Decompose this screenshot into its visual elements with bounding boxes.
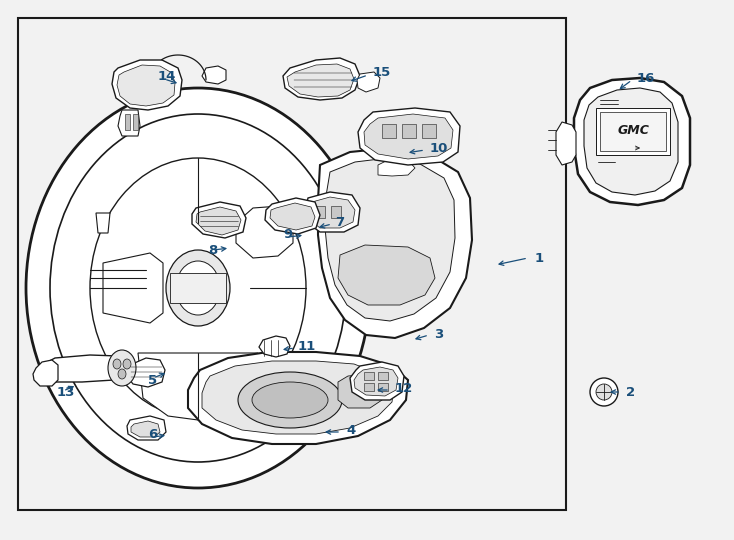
Ellipse shape xyxy=(252,382,328,418)
Polygon shape xyxy=(96,213,110,233)
Polygon shape xyxy=(38,355,132,382)
Polygon shape xyxy=(118,110,140,136)
Polygon shape xyxy=(309,197,355,228)
Polygon shape xyxy=(265,198,320,234)
Text: 7: 7 xyxy=(335,215,344,228)
Text: 11: 11 xyxy=(298,340,316,353)
Text: 5: 5 xyxy=(148,374,157,387)
Text: 4: 4 xyxy=(346,423,355,436)
Polygon shape xyxy=(574,78,690,205)
Polygon shape xyxy=(378,158,415,176)
Text: GMC: GMC xyxy=(617,125,649,138)
Polygon shape xyxy=(402,124,416,138)
Polygon shape xyxy=(378,383,388,391)
Polygon shape xyxy=(331,206,341,218)
Polygon shape xyxy=(382,124,396,138)
Text: 2: 2 xyxy=(626,386,635,399)
Ellipse shape xyxy=(90,158,306,418)
Polygon shape xyxy=(236,206,293,258)
Polygon shape xyxy=(131,421,160,437)
Text: 9: 9 xyxy=(283,228,292,241)
Polygon shape xyxy=(127,416,166,440)
Text: 6: 6 xyxy=(148,429,157,442)
Polygon shape xyxy=(350,362,404,400)
Polygon shape xyxy=(103,253,163,323)
Ellipse shape xyxy=(118,369,126,379)
Polygon shape xyxy=(170,273,226,303)
Bar xyxy=(18,18,566,510)
Text: 10: 10 xyxy=(430,141,448,154)
Ellipse shape xyxy=(590,378,618,406)
Text: 15: 15 xyxy=(373,66,391,79)
Ellipse shape xyxy=(113,359,121,369)
Polygon shape xyxy=(192,202,246,238)
Polygon shape xyxy=(378,372,388,380)
Text: 16: 16 xyxy=(637,71,655,84)
Polygon shape xyxy=(188,352,408,444)
Polygon shape xyxy=(556,122,576,165)
Polygon shape xyxy=(33,360,58,386)
Polygon shape xyxy=(305,192,360,232)
Text: 14: 14 xyxy=(158,71,176,84)
Ellipse shape xyxy=(176,261,220,315)
Polygon shape xyxy=(338,374,382,408)
Ellipse shape xyxy=(238,372,342,428)
Ellipse shape xyxy=(123,359,131,369)
Polygon shape xyxy=(338,245,435,305)
Polygon shape xyxy=(318,148,472,338)
Polygon shape xyxy=(259,336,290,357)
Polygon shape xyxy=(202,361,394,434)
Ellipse shape xyxy=(50,114,346,462)
Ellipse shape xyxy=(596,384,612,400)
Polygon shape xyxy=(596,108,670,155)
Polygon shape xyxy=(133,114,138,130)
Text: 3: 3 xyxy=(434,328,443,341)
Polygon shape xyxy=(422,124,436,138)
Polygon shape xyxy=(196,207,241,235)
Polygon shape xyxy=(584,88,678,195)
Polygon shape xyxy=(287,64,354,97)
Ellipse shape xyxy=(108,350,136,386)
Polygon shape xyxy=(112,60,182,110)
Polygon shape xyxy=(354,367,398,396)
Polygon shape xyxy=(315,206,325,218)
Text: 12: 12 xyxy=(395,381,413,395)
Polygon shape xyxy=(202,66,226,84)
Polygon shape xyxy=(358,108,460,165)
Polygon shape xyxy=(270,203,315,230)
Polygon shape xyxy=(117,65,175,106)
Polygon shape xyxy=(283,58,360,100)
Polygon shape xyxy=(125,114,130,130)
Polygon shape xyxy=(364,114,453,159)
Polygon shape xyxy=(364,372,374,380)
Ellipse shape xyxy=(26,88,370,488)
Text: 13: 13 xyxy=(57,387,76,400)
Polygon shape xyxy=(325,158,455,321)
Polygon shape xyxy=(364,383,374,391)
Polygon shape xyxy=(126,358,165,387)
Text: 1: 1 xyxy=(535,252,544,265)
Polygon shape xyxy=(138,353,258,420)
Polygon shape xyxy=(600,112,666,151)
Text: 8: 8 xyxy=(208,244,217,256)
Ellipse shape xyxy=(166,250,230,326)
Polygon shape xyxy=(357,72,380,92)
